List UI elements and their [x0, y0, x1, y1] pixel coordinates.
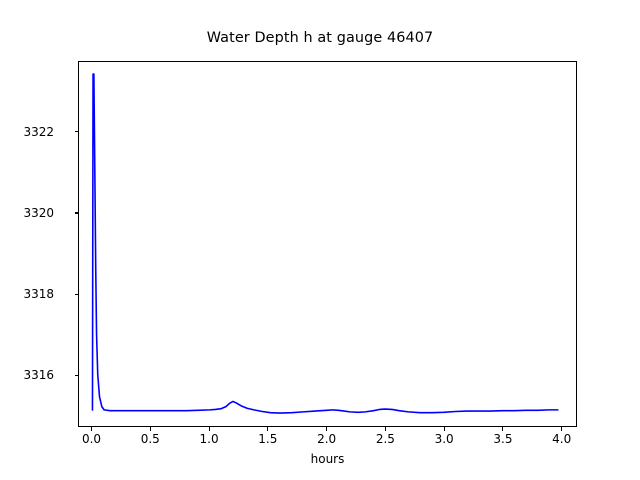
x-tick-mark	[561, 427, 563, 431]
x-tick-label: 3.0	[434, 432, 454, 446]
page-title: Water Depth h at gauge 46407	[206, 30, 434, 46]
x-tick-mark	[384, 427, 386, 431]
x-tick-label: 2.0	[317, 432, 337, 446]
x-tick-mark	[208, 427, 210, 431]
plot-axes-frame	[78, 61, 577, 427]
y-tick-label: 3316	[23, 368, 54, 383]
x-tick-label: 1.0	[199, 432, 219, 446]
x-tick-label: 2.5	[375, 432, 395, 446]
x-tick-label: 4.0	[552, 432, 572, 446]
series-line-h	[91, 73, 559, 414]
x-tick-mark	[326, 427, 328, 431]
y-tick-label: 3322	[23, 124, 54, 139]
x-tick-label: 3.5	[493, 432, 513, 446]
x-tick-label: 0.0	[81, 432, 102, 446]
y-tick-mark	[74, 293, 78, 295]
x-axis-label: hours	[310, 452, 345, 466]
x-tick-mark	[149, 427, 151, 431]
y-tick-label: 3320	[23, 205, 54, 220]
y-tick-label: 3318	[23, 287, 54, 302]
x-tick-mark	[502, 427, 504, 431]
x-tick-mark	[443, 427, 445, 431]
y-tick-mark	[74, 131, 78, 133]
x-tick-mark	[267, 427, 269, 431]
x-tick-mark	[91, 427, 93, 431]
x-tick-label: 0.5	[140, 432, 160, 446]
data-line-svg	[91, 73, 559, 414]
y-tick-mark	[74, 212, 78, 214]
x-tick-label: 1.5	[258, 432, 278, 446]
y-tick-mark	[74, 374, 78, 376]
